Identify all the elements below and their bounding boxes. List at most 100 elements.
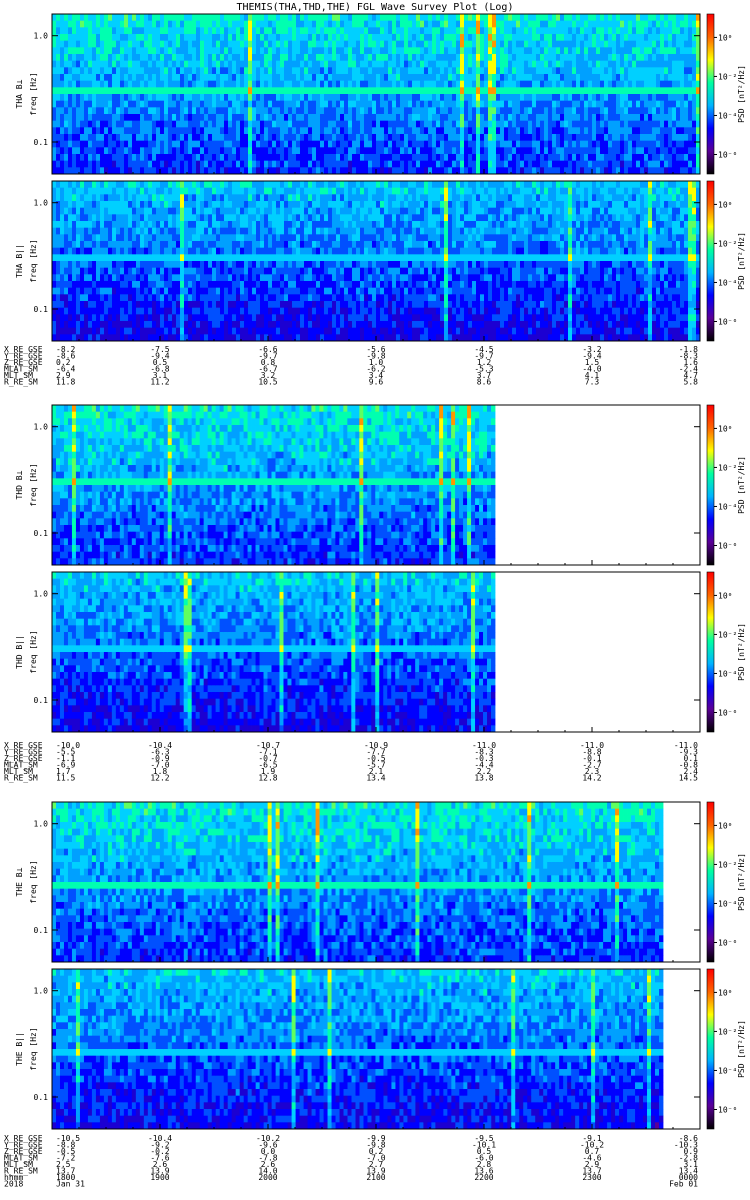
psd-cell [192,120,197,128]
psd-cell [268,154,273,162]
psd-cell [452,34,457,42]
psd-cell [100,301,105,309]
psd-cell [248,40,253,48]
psd-cell [140,281,145,289]
psd-cell [356,107,361,115]
psd-cell [436,40,441,48]
psd-cell [136,74,141,82]
psd-cell [616,107,621,115]
psd-cell [408,94,413,102]
psd-cell [124,74,129,82]
psd-cell [60,294,65,302]
psd-cell [84,107,89,115]
psd-cell [52,187,57,195]
psd-cell [312,94,317,102]
psd-cell [648,94,653,102]
psd-cell [448,74,453,82]
psd-cell [376,14,381,22]
psd-cell [428,47,433,55]
psd-cell [112,47,117,55]
psd-cell [108,120,113,128]
psd-cell [188,254,193,262]
psd-cell [324,87,329,95]
psd-cell [692,27,697,35]
psd-cell [188,67,193,75]
psd-cell [452,54,457,62]
psd-cell [132,221,137,229]
psd-cell [688,87,693,95]
psd-cell [516,160,521,168]
psd-cell [532,14,537,22]
psd-cell [136,334,141,342]
psd-cell [332,60,337,68]
psd-cell [196,47,201,55]
psd-cell [412,100,417,108]
psd-cell [320,14,325,22]
psd-cell [212,20,217,28]
psd-cell [360,74,365,82]
psd-cell [360,114,365,122]
psd-cell [516,67,521,75]
psd-cell [68,127,73,135]
psd-cell [648,127,653,135]
psd-cell [452,14,457,22]
psd-cell [496,147,501,155]
psd-cell [560,134,565,142]
psd-cell [180,227,185,235]
psd-cell [648,54,653,62]
psd-cell [88,287,93,295]
psd-cell [660,40,665,48]
psd-cell [528,47,533,55]
psd-cell [512,20,517,28]
psd-cell [308,74,313,82]
psd-cell [92,201,97,209]
psd-cell [388,87,393,95]
psd-cell [520,120,525,128]
psd-cell [572,140,577,148]
psd-cell [380,140,385,148]
psd-cell [560,74,565,82]
psd-cell [68,167,73,175]
psd-cell [260,67,265,75]
psd-cell [680,34,685,42]
psd-cell [252,140,257,148]
psd-cell [184,261,189,269]
psd-cell [468,27,473,35]
psd-cell [416,147,421,155]
psd-cell [492,54,497,62]
psd-cell [140,20,145,28]
psd-cell [448,60,453,68]
psd-cell [464,74,469,82]
psd-cell [172,100,177,108]
psd-cell [532,74,537,82]
psd-cell [420,47,425,55]
psd-cell [324,127,329,135]
psd-cell [204,34,209,42]
psd-cell [520,100,525,108]
psd-cell [480,40,485,48]
psd-cell [452,94,457,102]
psd-cell [464,60,469,68]
psd-cell [500,40,505,48]
psd-cell [464,120,469,128]
psd-cell [188,334,193,342]
psd-cell [584,167,589,175]
psd-cell [272,27,277,35]
psd-cell [556,114,561,122]
psd-cell [464,100,469,108]
psd-cell [432,14,437,22]
psd-cell [72,100,77,108]
psd-cell [68,187,73,195]
psd-cell [88,227,93,235]
psd-cell [84,314,89,322]
psd-cell [544,54,549,62]
psd-cell [520,74,525,82]
psd-cell [180,67,185,75]
psd-cell [232,107,237,115]
psd-cell [124,301,129,309]
psd-cell [108,147,113,155]
psd-cell [688,94,693,102]
psd-cell [420,34,425,42]
psd-cell [548,167,553,175]
psd-cell [52,214,57,222]
